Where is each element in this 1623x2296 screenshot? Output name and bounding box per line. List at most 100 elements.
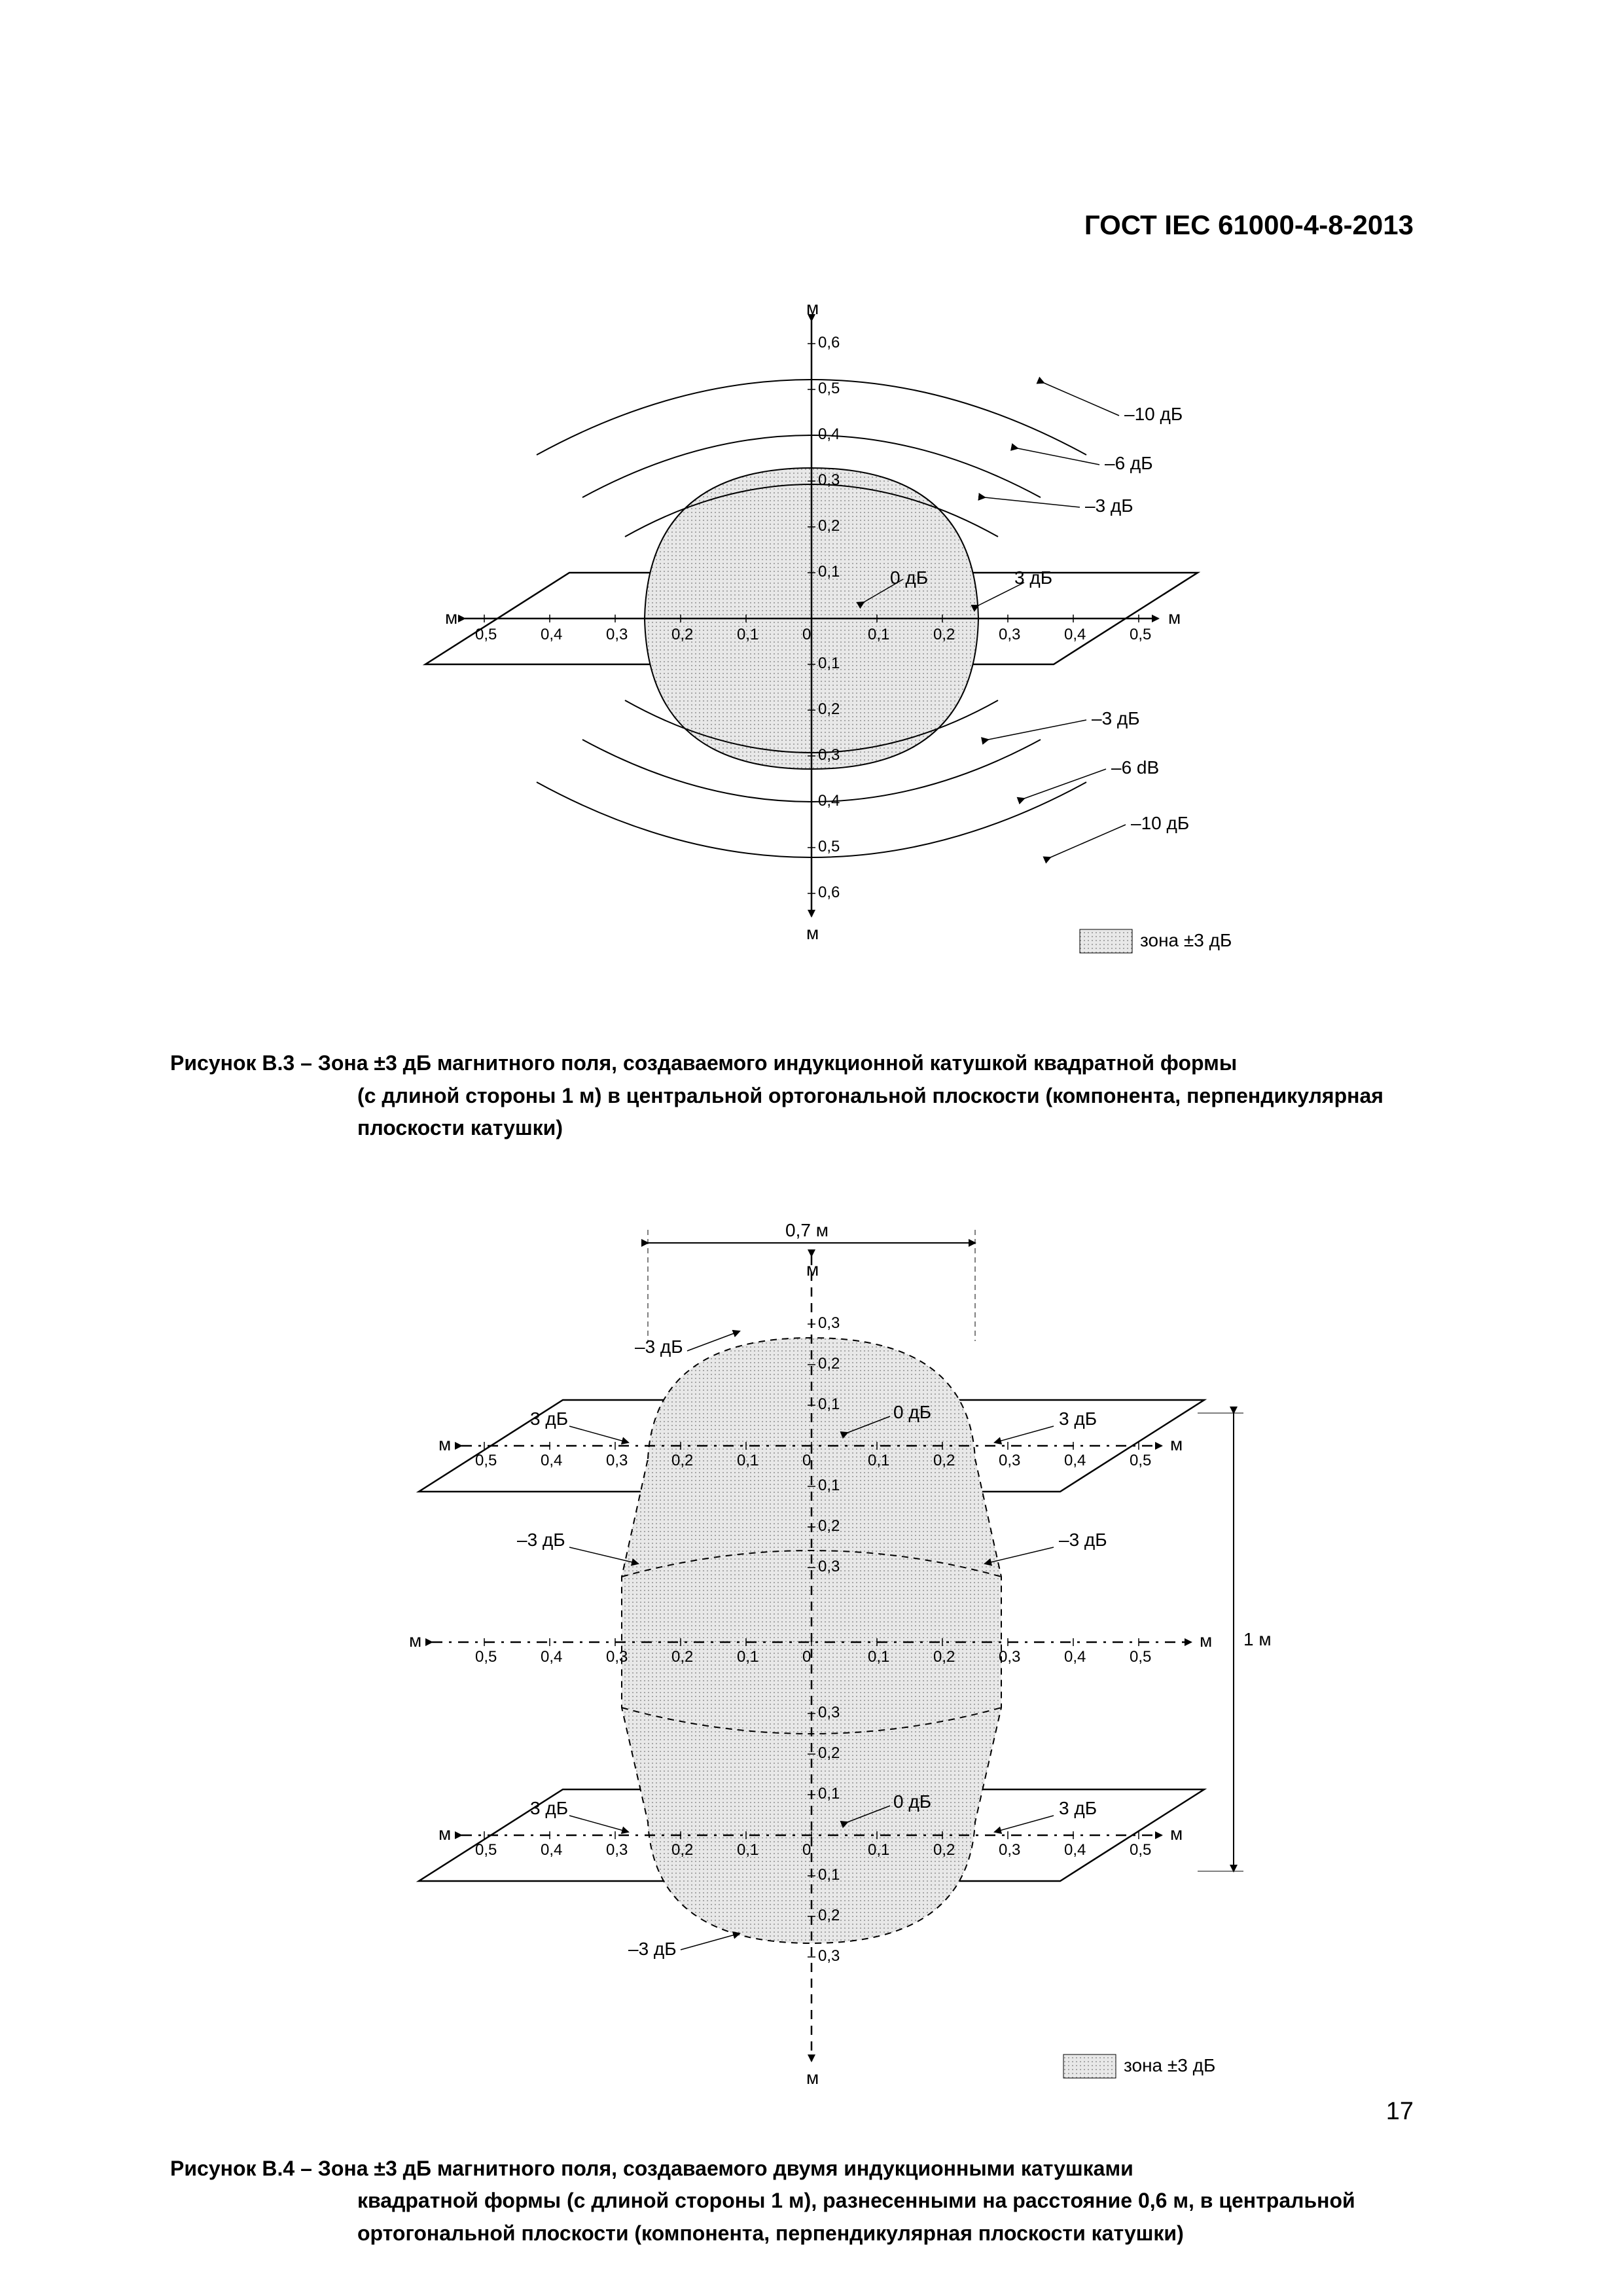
svg-text:0,2: 0,2 [818, 1744, 840, 1762]
svg-text:0,3: 0,3 [818, 471, 840, 489]
standard-header: ГОСТ IEC 61000-4-8-2013 [1084, 209, 1414, 241]
figure-b3-svg: –10 дБ –6 дБ –3 дБ 0 дБ 3 дБ –3 дБ –6 dB… [321, 275, 1302, 1028]
svg-text:0,5: 0,5 [818, 838, 840, 855]
svg-text:0,2: 0,2 [818, 1907, 840, 1924]
svg-text:0,3: 0,3 [818, 1947, 840, 1965]
page: ГОСТ IEC 61000-4-8-2013 [0, 0, 1623, 2296]
svg-text:0,6: 0,6 [818, 884, 840, 901]
svg-text:–3 дБ: –3 дБ [635, 1336, 683, 1357]
svg-text:0,5: 0,5 [475, 1841, 497, 1859]
svg-text:3 дБ: 3 дБ [1059, 1408, 1097, 1429]
svg-text:0,4: 0,4 [818, 425, 840, 443]
svg-text:0,3: 0,3 [999, 626, 1020, 643]
svg-text:0,1: 0,1 [818, 1477, 840, 1494]
svg-text:0,2: 0,2 [671, 1452, 693, 1469]
svg-text:0,3: 0,3 [818, 1558, 840, 1575]
svg-text:м: м [1168, 607, 1181, 628]
svg-text:м: м [806, 2068, 819, 2088]
svg-text:0: 0 [802, 1452, 811, 1469]
svg-text:0,1: 0,1 [818, 1785, 840, 1803]
svg-text:0,2: 0,2 [933, 1841, 955, 1859]
svg-text:0,2: 0,2 [933, 1452, 955, 1469]
svg-text:м: м [438, 1823, 451, 1844]
svg-text:0,2: 0,2 [933, 1648, 955, 1666]
svg-text:0,3: 0,3 [606, 1648, 628, 1666]
svg-text:0,5: 0,5 [1130, 626, 1151, 643]
svg-text:0,3: 0,3 [606, 626, 628, 643]
svg-text:0,3: 0,3 [999, 1841, 1020, 1859]
svg-text:–3 дБ: –3 дБ [517, 1530, 565, 1550]
svg-text:0,5: 0,5 [1130, 1452, 1151, 1469]
figure-b3: –10 дБ –6 дБ –3 дБ 0 дБ 3 дБ –3 дБ –6 dB… [170, 275, 1453, 1028]
svg-text:0,1: 0,1 [818, 655, 840, 672]
svg-text:–6 дБ: –6 дБ [1105, 453, 1153, 473]
svg-text:0,3: 0,3 [818, 1314, 840, 1332]
svg-text:–10 дБ: –10 дБ [1131, 813, 1189, 833]
svg-text:3 дБ: 3 дБ [1014, 567, 1052, 588]
svg-text:0,1: 0,1 [868, 1648, 889, 1666]
svg-text:м: м [409, 1630, 421, 1651]
svg-text:–3 дБ: –3 дБ [1059, 1530, 1107, 1550]
svg-text:м: м [1170, 1434, 1183, 1454]
svg-text:0 дБ: 0 дБ [893, 1402, 931, 1422]
svg-text:0,2: 0,2 [671, 1648, 693, 1666]
svg-text:0,3: 0,3 [999, 1452, 1020, 1469]
page-number: 17 [1386, 2098, 1414, 2126]
svg-text:0,2: 0,2 [671, 1841, 693, 1859]
svg-text:0,4: 0,4 [541, 1648, 562, 1666]
svg-text:0,5: 0,5 [475, 1648, 497, 1666]
figure-b4-caption-lead: Рисунок B.4 – Зона ±3 дБ магнитного поля… [170, 2157, 1133, 2180]
svg-text:–6 dB: –6 dB [1111, 757, 1159, 778]
svg-text:0,7 м: 0,7 м [785, 1220, 829, 1240]
figure-b3-caption-lead: Рисунок B.3 – Зона ±3 дБ магнитного поля… [170, 1051, 1237, 1075]
svg-text:0,6: 0,6 [818, 334, 840, 351]
svg-text:0,1: 0,1 [737, 1648, 758, 1666]
svg-text:м: м [1200, 1630, 1212, 1651]
svg-text:0,4: 0,4 [541, 1841, 562, 1859]
svg-text:0,4: 0,4 [1064, 1648, 1086, 1666]
svg-text:0,1: 0,1 [868, 1841, 889, 1859]
svg-text:0 дБ: 0 дБ [893, 1791, 931, 1812]
svg-text:0,3: 0,3 [999, 1648, 1020, 1666]
svg-text:м: м [806, 923, 819, 943]
svg-text:0,4: 0,4 [541, 1452, 562, 1469]
svg-text:0,2: 0,2 [671, 626, 693, 643]
svg-text:0,4: 0,4 [818, 792, 840, 810]
svg-text:0,1: 0,1 [868, 626, 889, 643]
svg-text:0,5: 0,5 [818, 380, 840, 397]
svg-text:3 дБ: 3 дБ [530, 1798, 568, 1818]
svg-text:–3 дБ: –3 дБ [628, 1939, 677, 1959]
svg-text:–10 дБ: –10 дБ [1124, 404, 1183, 424]
svg-text:зона ±3 дБ: зона ±3 дБ [1140, 930, 1232, 950]
svg-text:0,1: 0,1 [737, 1841, 758, 1859]
svg-text:0,2: 0,2 [818, 1355, 840, 1372]
figure-b4-caption: Рисунок B.4 – Зона ±3 дБ магнитного поля… [170, 2153, 1453, 2250]
svg-text:–3 дБ: –3 дБ [1085, 495, 1133, 516]
svg-text:0 дБ: 0 дБ [890, 567, 928, 588]
svg-text:0,2: 0,2 [818, 700, 840, 718]
svg-text:0,2: 0,2 [933, 626, 955, 643]
svg-text:0,5: 0,5 [1130, 1841, 1151, 1859]
svg-text:0,1: 0,1 [868, 1452, 889, 1469]
svg-text:0,2: 0,2 [818, 517, 840, 535]
figure-b4-svg: 0,7 м 1 м м м м м м м м м –3 дБ 3 дБ 3 д… [321, 1184, 1302, 2133]
svg-text:–3 дБ: –3 дБ [1092, 708, 1140, 728]
svg-text:0,4: 0,4 [1064, 1841, 1086, 1859]
svg-text:0,3: 0,3 [818, 746, 840, 764]
svg-text:3 дБ: 3 дБ [1059, 1798, 1097, 1818]
figure-b3-caption-rest: (с длиной стороны 1 м) в центральной орт… [170, 1080, 1453, 1145]
svg-text:0,1: 0,1 [737, 1452, 758, 1469]
svg-text:0: 0 [802, 1841, 811, 1859]
svg-text:0,1: 0,1 [818, 1866, 840, 1884]
svg-text:0,1: 0,1 [737, 626, 758, 643]
svg-text:0,3: 0,3 [606, 1452, 628, 1469]
figure-b4: 0,7 м 1 м м м м м м м м м –3 дБ 3 дБ 3 д… [170, 1184, 1453, 2133]
svg-text:0,4: 0,4 [1064, 626, 1086, 643]
svg-text:0: 0 [802, 1648, 811, 1666]
svg-text:м: м [438, 1434, 451, 1454]
svg-text:0,1: 0,1 [818, 1395, 840, 1413]
svg-text:зона ±3 дБ: зона ±3 дБ [1124, 2055, 1215, 2075]
svg-text:0,4: 0,4 [541, 626, 562, 643]
figure-b3-caption: Рисунок B.3 – Зона ±3 дБ магнитного поля… [170, 1047, 1453, 1145]
svg-text:0,3: 0,3 [606, 1841, 628, 1859]
